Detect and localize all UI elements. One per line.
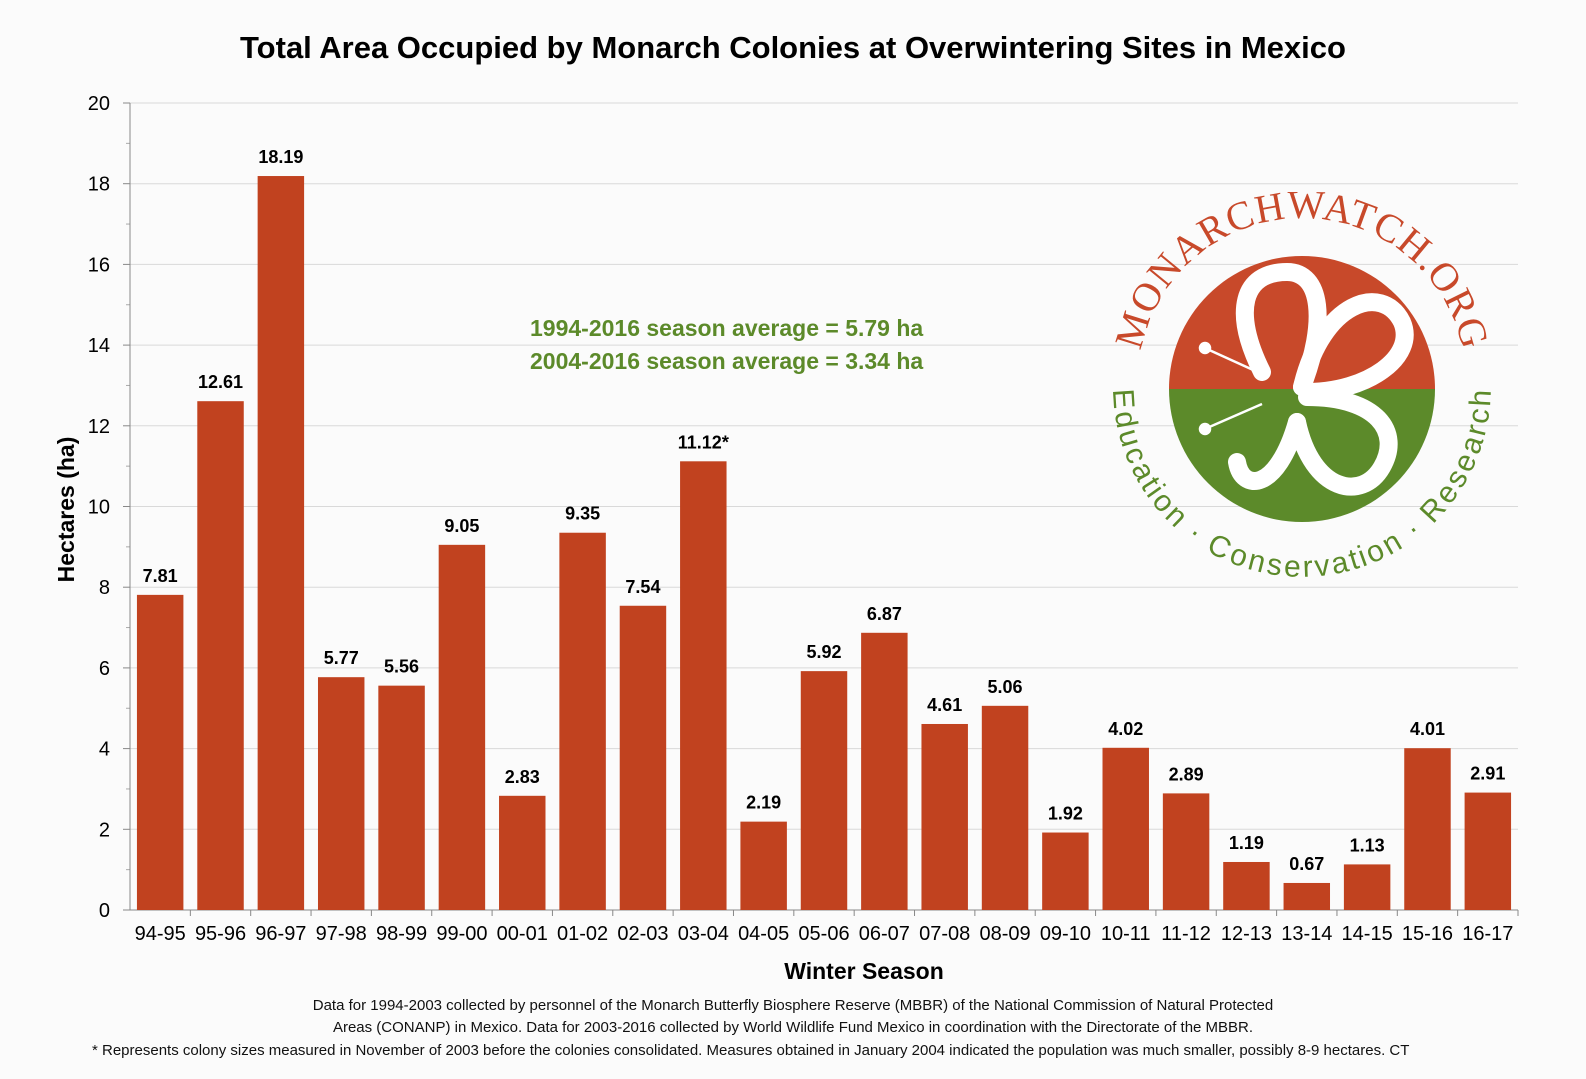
x-tick-label: 99-00 <box>436 923 487 945</box>
x-tick-label: 04-05 <box>738 923 789 945</box>
bar <box>1102 747 1149 910</box>
x-axis-title: Winter Season <box>784 958 944 984</box>
y-tick-label: 14 <box>88 335 110 357</box>
butterfly-icon <box>1228 262 1414 496</box>
y-tick-label: 6 <box>99 658 110 680</box>
data-label: 1.13 <box>1350 835 1385 855</box>
y-tick-label: 10 <box>88 497 110 519</box>
bar <box>861 632 908 910</box>
data-label: 6.87 <box>867 604 902 624</box>
y-tick-label: 20 <box>88 93 110 115</box>
bar <box>1343 864 1391 910</box>
bar <box>559 532 606 910</box>
data-label: 5.77 <box>324 648 359 668</box>
y-tick-label: 12 <box>88 416 110 438</box>
bar <box>1223 861 1270 910</box>
y-tick-label: 18 <box>88 174 110 196</box>
x-tick-label: 16-17 <box>1462 923 1513 945</box>
data-label: 2.83 <box>505 767 540 787</box>
x-tick-label: 03-04 <box>678 923 729 945</box>
data-label: 4.01 <box>1410 719 1445 739</box>
x-tick-label: 14-15 <box>1342 923 1393 945</box>
data-label: 2.91 <box>1470 764 1505 784</box>
data-label: 4.61 <box>927 695 962 715</box>
x-tick-label: 02-03 <box>617 923 668 945</box>
bar <box>740 821 787 910</box>
data-label: 2.89 <box>1169 764 1204 784</box>
bar <box>619 605 667 910</box>
footnote-line-1: Data for 1994-2003 collected by personne… <box>312 997 1274 1014</box>
data-label: 9.05 <box>444 516 479 536</box>
data-label: 5.06 <box>988 677 1023 697</box>
annotation-1994-2016: 1994-2016 season average = 5.79 ha <box>530 315 924 341</box>
x-tick-label: 96-97 <box>255 923 306 945</box>
data-label: 2.19 <box>746 793 781 813</box>
x-tick-label: 01-02 <box>557 923 608 945</box>
footnote-line-3: * Represents colony sizes measured in No… <box>92 1042 1410 1059</box>
data-label: 12.61 <box>198 372 243 392</box>
bar <box>680 461 727 910</box>
y-axis-title: Hectares (ha) <box>53 437 79 583</box>
y-tick-label: 2 <box>99 819 110 841</box>
data-label: 9.35 <box>565 504 600 524</box>
data-label: 5.92 <box>806 642 841 662</box>
x-tick-label: 15-16 <box>1402 923 1453 945</box>
y-tick-label: 8 <box>99 577 110 599</box>
x-tick-label: 08-09 <box>979 923 1030 945</box>
chart-title: Total Area Occupied by Monarch Colonies … <box>240 30 1346 65</box>
monarchwatch-logo: MONARCHWATCH.ORG Education · Conservatio… <box>1112 192 1492 582</box>
annotation-2004-2016: 2004-2016 season average = 3.34 ha <box>530 348 924 374</box>
data-label: 18.19 <box>258 147 303 167</box>
bar <box>1042 832 1089 910</box>
y-tick-label: 4 <box>99 739 110 761</box>
data-label: 1.19 <box>1229 833 1264 853</box>
x-tick-label: 13-14 <box>1281 923 1332 945</box>
data-label: 7.54 <box>625 577 660 597</box>
bar <box>197 401 244 910</box>
x-tick-label: 95-96 <box>195 923 246 945</box>
bar <box>438 544 486 910</box>
bar <box>257 176 305 910</box>
x-tick-label: 94-95 <box>135 923 186 945</box>
x-tick-label: 98-99 <box>376 923 427 945</box>
x-tick-label: 06-07 <box>859 923 910 945</box>
x-tick-label: 97-98 <box>316 923 367 945</box>
x-tick-label: 11-12 <box>1161 923 1211 945</box>
x-tick-label: 05-06 <box>798 923 849 945</box>
x-tick-label: 07-08 <box>919 923 970 945</box>
bar <box>1283 882 1331 910</box>
bar <box>499 795 546 910</box>
bar <box>981 705 1029 910</box>
data-label: 1.92 <box>1048 804 1083 824</box>
x-tick-label: 09-10 <box>1040 923 1091 945</box>
data-label: 4.02 <box>1108 719 1143 739</box>
bar <box>1162 793 1210 910</box>
footnote-line-2: Areas (CONANP) in Mexico. Data for 2003-… <box>332 1019 1254 1036</box>
y-tick-label: 16 <box>88 254 110 276</box>
x-tick-label: 00-01 <box>497 923 548 945</box>
bar <box>136 594 184 910</box>
bar <box>378 685 425 910</box>
bar <box>1404 748 1451 910</box>
y-tick-label: 0 <box>99 900 110 922</box>
x-tick-label: 12-13 <box>1221 923 1272 945</box>
average-annotations: 1994-2016 season average = 5.79 ha 2004-… <box>530 312 923 378</box>
bar <box>1464 792 1512 910</box>
bar <box>800 671 848 910</box>
data-label: 0.67 <box>1289 854 1324 874</box>
bar <box>921 723 968 910</box>
data-label: 11.12* <box>678 432 729 452</box>
data-label: 7.81 <box>143 566 178 586</box>
data-label: 5.56 <box>384 657 419 677</box>
x-tick-label: 10-11 <box>1101 923 1151 945</box>
bar <box>317 677 365 910</box>
